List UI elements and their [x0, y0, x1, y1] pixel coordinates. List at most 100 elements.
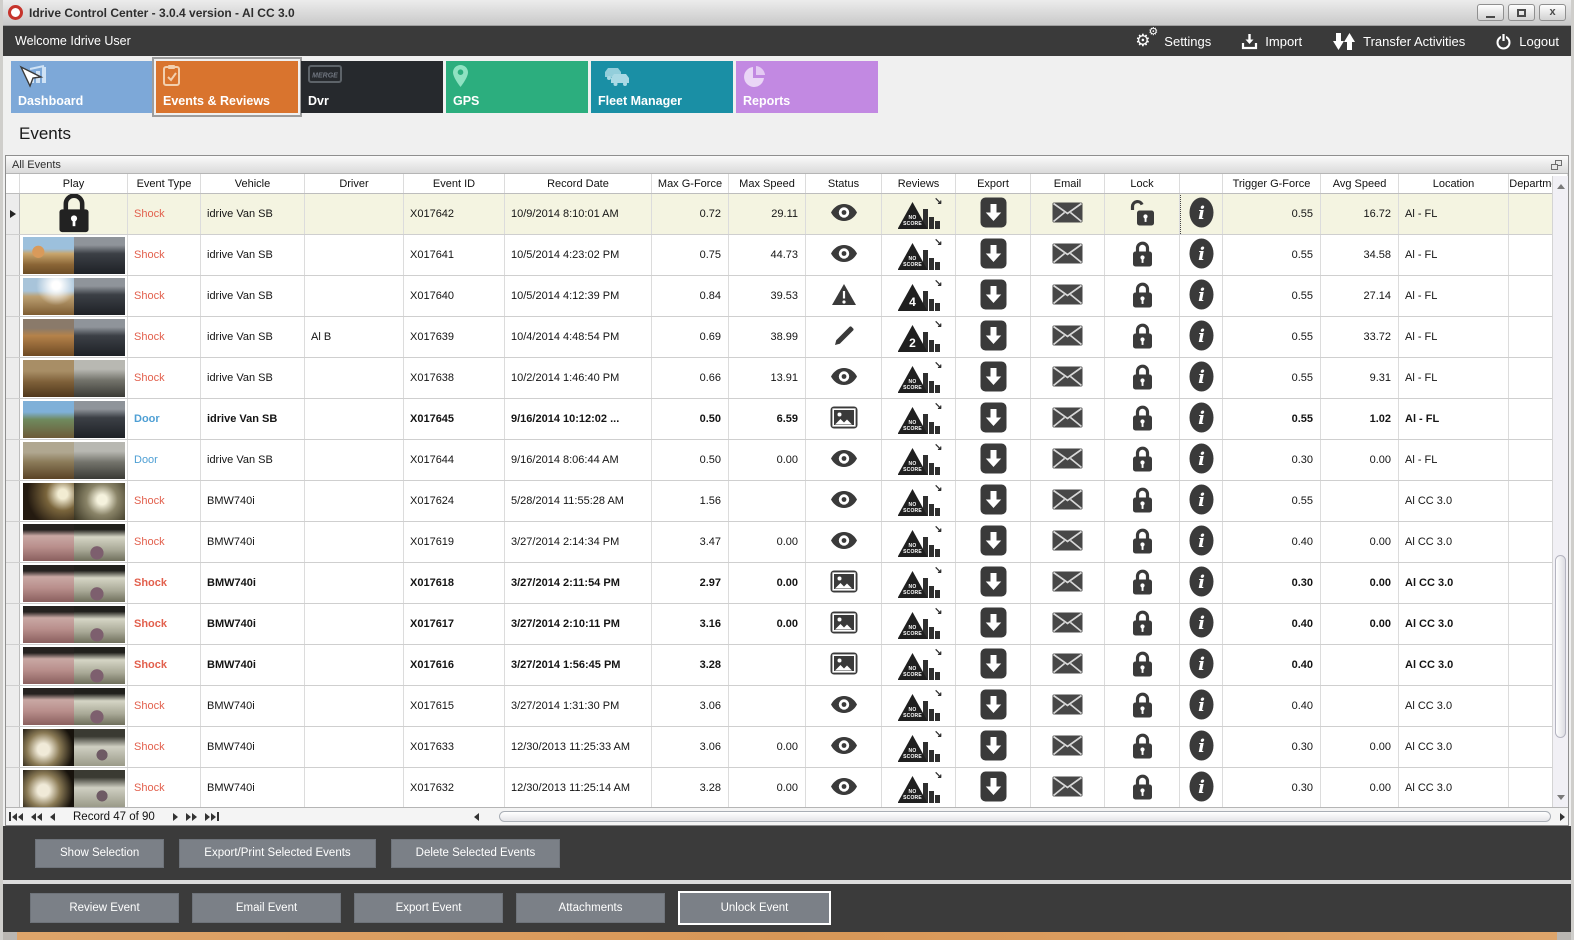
email-icon[interactable]: [1052, 530, 1083, 554]
eye-icon[interactable]: [830, 450, 857, 470]
eye-icon[interactable]: [830, 737, 857, 757]
transfer-activities-button[interactable]: Transfer Activities: [1332, 32, 1465, 50]
tile-gps[interactable]: GPS: [446, 61, 588, 113]
hscroll-thumb[interactable]: [498, 811, 1551, 822]
event-table-row[interactable]: Shock idrive Van SB X017638 10/2/2014 1:46:…: [6, 358, 1568, 399]
info-icon[interactable]: i: [1189, 730, 1214, 764]
edit-icon[interactable]: [833, 325, 855, 350]
column-header-event-id[interactable]: Event ID: [404, 174, 505, 193]
column-header-vehicle[interactable]: Vehicle: [201, 174, 305, 193]
event-table-row[interactable]: Shock BMW740i X017633 12/30/2013 11:25:33 A…: [6, 727, 1568, 768]
event-table-row[interactable]: Door idrive Van SB X017644 9/16/2014 8:06:4…: [6, 440, 1568, 481]
attachments-button[interactable]: Attachments: [516, 893, 665, 923]
review-score-icon[interactable]: NO SCORE ↘: [897, 565, 943, 598]
event-table-row[interactable]: Shock BMW740i X017624 5/28/2014 11:55:28 AM…: [6, 481, 1568, 522]
info-icon[interactable]: i: [1189, 402, 1214, 436]
column-header-event-type[interactable]: Event Type: [128, 174, 201, 193]
review-event-button[interactable]: Review Event: [30, 893, 179, 923]
image-icon[interactable]: [830, 611, 858, 637]
unlock-event-button[interactable]: Unlock Event: [678, 891, 831, 925]
info-icon[interactable]: i: [1189, 443, 1214, 477]
email-icon[interactable]: [1052, 694, 1083, 718]
event-video-thumbnail[interactable]: [22, 769, 125, 807]
event-video-thumbnail[interactable]: [22, 441, 125, 479]
event-table-row[interactable]: Shock BMW740i X017616 3/27/2014 1:56:45 PM 3…: [6, 645, 1568, 686]
scroll-up-icon[interactable]: [1553, 178, 1568, 194]
eye-icon[interactable]: [830, 245, 857, 265]
minimize-button[interactable]: [1477, 4, 1504, 21]
email-event-button[interactable]: Email Event: [192, 893, 341, 923]
export-icon[interactable]: [980, 607, 1007, 641]
column-header-record-date[interactable]: Record Date: [505, 174, 652, 193]
info-icon[interactable]: i: [1189, 566, 1214, 600]
fast-prev-button[interactable]: [31, 812, 42, 821]
email-icon[interactable]: [1052, 612, 1083, 636]
event-table-row[interactable]: Shock BMW740i X017618 3/27/2014 2:11:54 PM 2…: [6, 563, 1568, 604]
lock-closed-icon[interactable]: [1132, 281, 1153, 311]
column-header-trigger-g-force[interactable]: Trigger G-Force: [1223, 174, 1321, 193]
export-icon[interactable]: [980, 648, 1007, 682]
review-score-icon[interactable]: NO SCORE ↘: [897, 401, 943, 434]
review-score-icon[interactable]: 4 ↘: [897, 278, 943, 311]
eye-icon[interactable]: [830, 491, 857, 511]
info-icon[interactable]: i: [1189, 238, 1214, 272]
export-print-selected-events-button[interactable]: Export/Print Selected Events: [179, 838, 376, 868]
scroll-down-icon[interactable]: [1553, 789, 1568, 805]
event-table-row[interactable]: Shock BMW740i X017632 12/30/2013 11:25:14 A…: [6, 768, 1568, 807]
review-score-icon[interactable]: NO SCORE ↘: [897, 729, 943, 762]
hscroll-track[interactable]: [483, 810, 1556, 823]
event-video-thumbnail[interactable]: [22, 236, 125, 274]
event-video-thumbnail[interactable]: [22, 277, 125, 315]
settings-button[interactable]: ⚙ ⚙ Settings: [1135, 27, 1211, 51]
review-score-icon[interactable]: NO SCORE ↘: [897, 770, 943, 803]
review-score-icon[interactable]: NO SCORE ↘: [897, 483, 943, 516]
last-record-button[interactable]: [204, 812, 219, 821]
column-header-reviews[interactable]: Reviews: [882, 174, 956, 193]
tile-events-reviews[interactable]: Events & Reviews: [156, 61, 298, 113]
close-button[interactable]: x: [1539, 4, 1566, 21]
lock-closed-icon[interactable]: [1132, 527, 1153, 557]
restore-panel-icon[interactable]: [1551, 159, 1562, 170]
export-icon[interactable]: [980, 771, 1007, 805]
vscroll-thumb[interactable]: [1555, 554, 1566, 738]
review-score-icon[interactable]: NO SCORE ↘: [897, 442, 943, 475]
lock-closed-icon[interactable]: [1132, 240, 1153, 270]
info-icon[interactable]: i: [1189, 648, 1214, 682]
lock-closed-icon[interactable]: [1132, 322, 1153, 352]
column-header-blank-0[interactable]: [6, 174, 20, 193]
review-score-icon[interactable]: NO SCORE ↘: [897, 688, 943, 721]
column-header-driver[interactable]: Driver: [305, 174, 404, 193]
tile-reports[interactable]: Reports: [736, 61, 878, 113]
export-event-button[interactable]: Export Event: [354, 893, 503, 923]
review-score-icon[interactable]: NO SCORE ↘: [897, 524, 943, 557]
lock-closed-icon[interactable]: [1132, 486, 1153, 516]
export-icon[interactable]: [980, 689, 1007, 723]
vertical-scrollbar[interactable]: [1552, 176, 1568, 807]
event-video-thumbnail[interactable]: [22, 400, 125, 438]
lock-closed-icon[interactable]: [1132, 650, 1153, 680]
email-icon[interactable]: [1052, 284, 1083, 308]
email-icon[interactable]: [1052, 489, 1083, 513]
column-header-email[interactable]: Email: [1031, 174, 1105, 193]
image-icon[interactable]: [830, 570, 858, 596]
event-video-thumbnail[interactable]: [22, 359, 125, 397]
event-table-row[interactable]: Shock BMW740i X017617 3/27/2014 2:10:11 PM 3…: [6, 604, 1568, 645]
event-table-row[interactable]: Shock idrive Van SB X017642 10/9/2014 8:10:…: [6, 194, 1568, 235]
event-video-thumbnail[interactable]: [22, 523, 125, 561]
info-icon[interactable]: i: [1189, 771, 1214, 805]
scroll-right-icon[interactable]: [1560, 812, 1565, 821]
logout-button[interactable]: Logout: [1495, 32, 1559, 50]
lock-closed-icon[interactable]: [1132, 445, 1153, 475]
event-video-thumbnail[interactable]: [22, 482, 125, 520]
event-table-row[interactable]: Shock idrive Van SB Al B X017639 10/4/2014 4…: [6, 317, 1568, 358]
email-icon[interactable]: [1052, 653, 1083, 677]
info-icon[interactable]: i: [1180, 194, 1222, 234]
column-header-status[interactable]: Status: [806, 174, 882, 193]
info-icon[interactable]: i: [1189, 320, 1214, 354]
review-score-icon[interactable]: NO SCORE ↘: [897, 647, 943, 680]
event-table-row[interactable]: Shock BMW740i X017619 3/27/2014 2:14:34 PM 3…: [6, 522, 1568, 563]
export-icon[interactable]: [980, 361, 1007, 395]
export-icon[interactable]: [980, 525, 1007, 559]
tile-dashboard[interactable]: Dashboard: [11, 61, 153, 113]
info-icon[interactable]: i: [1189, 689, 1214, 723]
